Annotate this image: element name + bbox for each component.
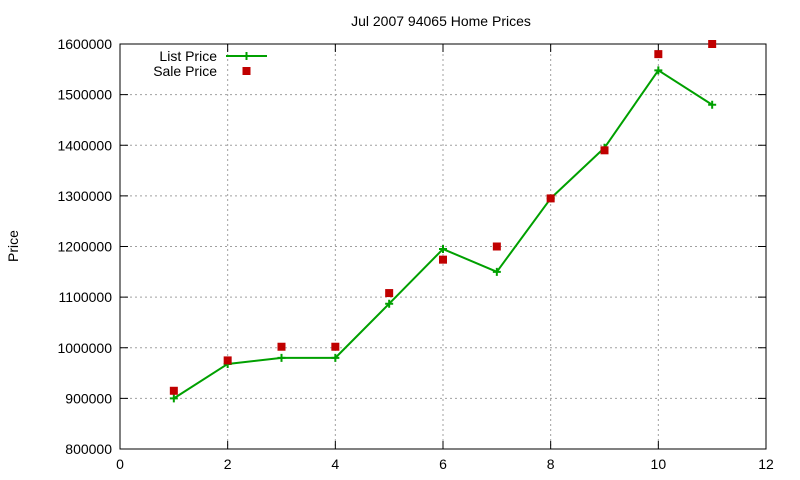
sale-price-point [654, 50, 663, 59]
y-tick-label: 1500000 [57, 87, 112, 103]
y-tick-label: 1300000 [57, 188, 112, 204]
legend-label: List Price [159, 48, 217, 64]
series-layer [169, 40, 717, 403]
list-price-point [169, 394, 178, 403]
y-axis-label: Price [5, 230, 21, 262]
y-tick-label: 800000 [65, 441, 112, 457]
list-price-point [708, 100, 717, 109]
y-tick-label: 900000 [65, 390, 112, 406]
x-tick-label: 8 [547, 456, 555, 472]
list-price-point [331, 353, 340, 362]
sale-price-point [492, 242, 501, 251]
x-tick-label: 0 [116, 456, 124, 472]
sale-price-point [600, 146, 609, 155]
list-price-point [385, 299, 394, 308]
legend-label: Sale Price [153, 63, 217, 79]
sale-price-point [277, 342, 286, 351]
y-tick-label: 1400000 [57, 137, 112, 153]
legend-marker-sample [242, 52, 251, 60]
y-tick-label: 1000000 [57, 340, 112, 356]
sale-price-point [546, 194, 555, 203]
sale-price-point [385, 289, 394, 298]
y-tick-label: 1600000 [57, 36, 112, 52]
sale-price-point [439, 255, 447, 264]
sale-price-point [223, 356, 232, 365]
list-price-point [654, 66, 663, 75]
x-tick-label: 6 [439, 456, 447, 472]
x-tick-label: 10 [651, 456, 667, 472]
list-price-point [277, 353, 286, 362]
list-price-point [492, 267, 501, 276]
sale-price-point [169, 386, 178, 395]
x-tick-label: 12 [758, 456, 774, 472]
axes: 0 2 4 6 8 10 12 800000 900000 1000000 1100000 12000… [57, 36, 774, 472]
list-price-point [439, 245, 447, 254]
x-tick-label: 4 [331, 456, 339, 472]
y-tick-label: 1100000 [59, 289, 113, 305]
y-tick-label: 1200000 [57, 239, 112, 255]
x-tick-label: 2 [224, 456, 232, 472]
sale-price-point [708, 40, 717, 48]
sale-price-point [331, 342, 340, 351]
legend-marker-sample [242, 67, 251, 75]
chart-title: Jul 2007 94065 Home Prices [351, 13, 531, 29]
